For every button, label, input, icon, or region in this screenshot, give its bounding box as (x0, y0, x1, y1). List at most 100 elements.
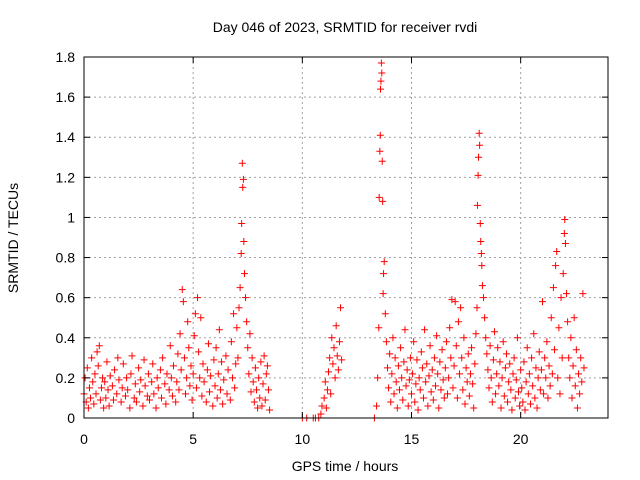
data-point (152, 404, 160, 412)
data-point (478, 282, 486, 290)
data-point (470, 404, 478, 412)
data-point (543, 338, 551, 346)
data-point (531, 394, 539, 402)
data-point (475, 129, 483, 137)
data-point (437, 386, 445, 394)
data-point (418, 364, 426, 372)
data-point (214, 370, 222, 378)
data-point (453, 394, 461, 402)
data-point (237, 250, 245, 258)
data-point (408, 390, 415, 398)
data-point (226, 396, 234, 404)
data-point (167, 374, 175, 382)
data-point (483, 350, 491, 358)
data-point (103, 358, 111, 366)
data-point (484, 366, 492, 374)
data-point (374, 374, 382, 382)
data-point (406, 354, 414, 362)
data-point (463, 378, 471, 386)
data-point (569, 362, 577, 370)
data-point (560, 229, 568, 237)
data-point (493, 370, 501, 378)
data-point (166, 342, 174, 350)
data-point (102, 394, 110, 402)
data-point (458, 354, 466, 362)
y-tick-label: 0.4 (56, 330, 76, 346)
data-point (514, 388, 522, 396)
data-point (202, 398, 210, 406)
data-point (250, 398, 258, 406)
data-point (185, 344, 193, 352)
data-point (211, 382, 219, 390)
data-point (420, 394, 428, 402)
data-point (397, 344, 405, 352)
data-point (545, 362, 553, 370)
data-point (445, 374, 453, 382)
data-point (447, 354, 455, 362)
y-axis-label: SRMTID / TECUs (5, 183, 21, 293)
data-point (188, 396, 196, 404)
data-point (335, 338, 343, 346)
data-point (108, 382, 116, 390)
data-point (489, 356, 497, 364)
data-point (153, 374, 161, 382)
data-point (106, 372, 114, 380)
data-point (230, 310, 238, 318)
data-point (163, 370, 171, 378)
data-point (547, 314, 555, 322)
data-point (399, 396, 407, 404)
data-point (516, 402, 524, 410)
data-point (231, 384, 239, 392)
data-point (85, 384, 93, 392)
data-point (159, 354, 167, 362)
data-point (143, 392, 151, 400)
data-point (162, 400, 170, 408)
data-point (571, 382, 579, 390)
data-point (572, 346, 580, 354)
data-point (154, 384, 162, 392)
data-point (436, 358, 444, 366)
data-point (573, 404, 581, 412)
data-point (450, 362, 458, 370)
data-point (232, 360, 240, 368)
data-point (224, 366, 232, 374)
data-point (204, 340, 212, 348)
data-point (536, 386, 544, 394)
data-point (328, 334, 336, 342)
data-point (534, 374, 542, 382)
data-point (373, 402, 381, 410)
data-point (379, 197, 387, 205)
data-point (519, 398, 527, 406)
data-point (262, 370, 270, 378)
data-point (388, 370, 396, 378)
data-point (401, 326, 409, 334)
data-point (97, 384, 105, 392)
data-point (513, 334, 521, 342)
data-point (474, 171, 482, 179)
data-point (533, 404, 541, 412)
data-point (168, 392, 176, 400)
data-point (132, 398, 140, 406)
data-point (239, 175, 247, 183)
data-point (498, 374, 506, 382)
y-tick-label: 0.8 (56, 250, 76, 266)
data-point (398, 374, 406, 382)
data-point (191, 310, 199, 318)
y-tick-label: 1 (67, 209, 75, 225)
data-point (456, 370, 464, 378)
data-point (175, 386, 183, 394)
data-point (510, 354, 518, 362)
data-point (523, 344, 531, 352)
data-point (263, 362, 271, 370)
data-point (216, 386, 224, 394)
data-point (541, 354, 549, 362)
data-point (254, 404, 262, 412)
data-point (101, 378, 109, 386)
data-point (554, 374, 562, 382)
data-point (528, 354, 536, 362)
data-point (173, 378, 181, 386)
x-tick-label: 0 (80, 431, 88, 447)
data-point (390, 390, 398, 398)
data-point (385, 384, 393, 392)
data-point (517, 366, 525, 374)
